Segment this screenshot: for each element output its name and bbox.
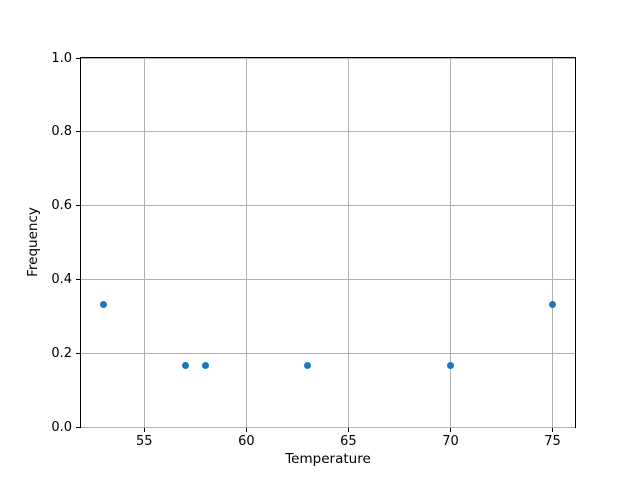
y-gridline xyxy=(81,426,575,428)
y-tick-mark xyxy=(76,131,80,133)
scatter-point xyxy=(202,361,210,369)
plot-area xyxy=(80,57,576,428)
x-gridline xyxy=(347,58,349,427)
y-tick-label: 0.2 xyxy=(51,345,72,361)
x-tick-label: 55 xyxy=(135,434,153,449)
x-tick-label: 60 xyxy=(238,434,255,449)
x-gridline xyxy=(552,58,554,427)
x-tick-mark xyxy=(245,428,247,432)
scatter-point xyxy=(549,300,557,308)
x-gridline xyxy=(143,58,145,427)
scatter-point xyxy=(181,361,189,369)
x-tick-label: 65 xyxy=(340,434,357,449)
scatter-point xyxy=(99,300,107,308)
y-axis-label: Frequency xyxy=(25,207,41,277)
y-gridline xyxy=(81,131,575,133)
x-tick-label: 75 xyxy=(544,434,561,449)
y-gridline xyxy=(81,352,575,354)
y-tick-mark xyxy=(76,57,80,59)
x-tick-mark xyxy=(552,428,554,432)
y-tick-label: 0.0 xyxy=(51,419,72,435)
x-tick-mark xyxy=(347,428,349,432)
y-gridline xyxy=(81,205,575,207)
y-tick-mark xyxy=(76,352,80,354)
y-gridline xyxy=(81,57,575,59)
y-gridline xyxy=(81,278,575,280)
scatter-point xyxy=(446,361,454,369)
y-tick-label: 0.4 xyxy=(51,271,72,287)
x-axis-label: Temperature xyxy=(285,451,371,467)
x-tick-mark xyxy=(143,428,145,432)
y-tick-label: 1.0 xyxy=(51,50,72,66)
scatter-point xyxy=(304,361,312,369)
x-gridline xyxy=(449,58,451,427)
x-gridline xyxy=(245,58,247,427)
y-tick-mark xyxy=(76,426,80,428)
y-tick-label: 0.6 xyxy=(51,198,72,214)
y-tick-mark xyxy=(76,278,80,280)
y-tick-mark xyxy=(76,205,80,207)
x-tick-label: 70 xyxy=(442,434,459,449)
x-tick-mark xyxy=(449,428,451,432)
y-tick-label: 0.8 xyxy=(51,124,72,140)
